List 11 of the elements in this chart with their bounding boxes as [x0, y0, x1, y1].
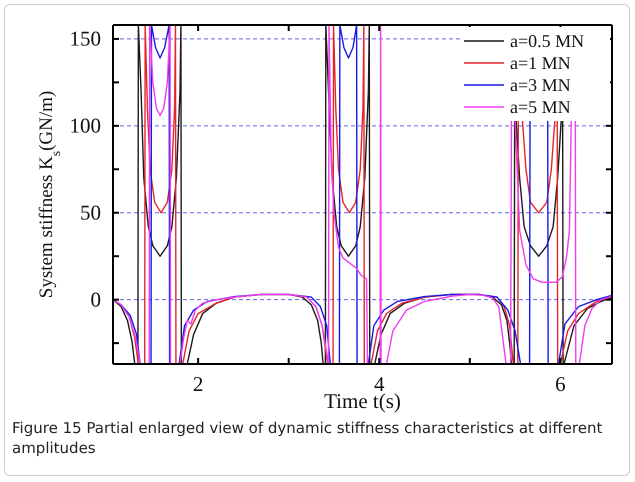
y-tick-label: 50	[80, 200, 101, 224]
legend-label: a=1 MN	[510, 53, 571, 73]
legend-label: a=0.5 MN	[510, 31, 584, 51]
y-tick-label: 150	[70, 26, 101, 51]
y-tick-label: 100	[70, 114, 101, 138]
legend-label: a=5 MN	[510, 97, 571, 117]
caption: Figure 15 Partial enlarged view of dynamic stiffness characteristics at different amplitudes	[12, 418, 604, 458]
y-tick-label: 0	[90, 287, 101, 312]
legend-label: a=3 MN	[510, 75, 571, 95]
x-tick-label: 6	[555, 372, 566, 396]
x-tick-label: 2	[192, 372, 204, 396]
